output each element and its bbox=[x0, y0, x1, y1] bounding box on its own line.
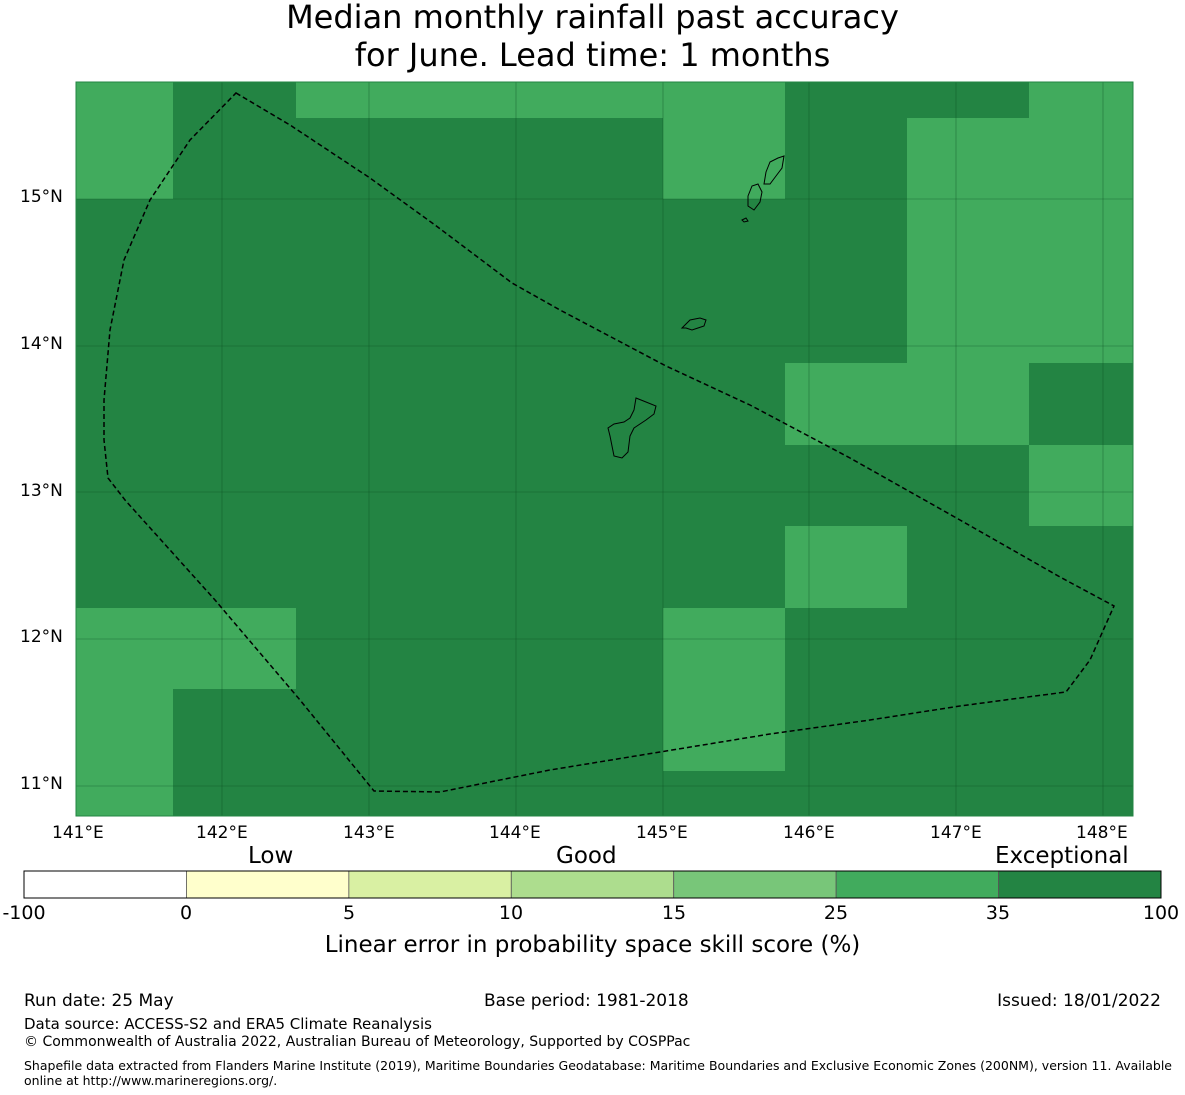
lat-label-11n: 11°N bbox=[20, 774, 63, 794]
shapefile-credit: Shapefile data extracted from Flanders M… bbox=[24, 1058, 1172, 1088]
skill-cell bbox=[296, 82, 663, 118]
island-saipan bbox=[763, 155, 785, 185]
skill-cell bbox=[76, 608, 296, 689]
issued-date: Issued: 18/01/2022 bbox=[997, 991, 1161, 1011]
skill-cell bbox=[1029, 445, 1133, 526]
base-period: Base period: 1981-2018 bbox=[484, 991, 689, 1011]
colorbar-category-good: Good bbox=[556, 843, 617, 869]
copyright: © Commonwealth of Australia 2022, Austra… bbox=[24, 1034, 691, 1050]
skill-cell bbox=[785, 82, 1029, 118]
colorbar-title: Linear error in probability space skill … bbox=[324, 932, 861, 958]
lon-label-142e: 142°E bbox=[196, 823, 248, 843]
island-aguijan bbox=[741, 217, 749, 223]
data-source: Data source: ACCESS-S2 and ERA5 Climate … bbox=[24, 1015, 432, 1033]
skill-cell bbox=[76, 689, 173, 816]
colorbar-swatch bbox=[510, 870, 675, 899]
skill-cell bbox=[785, 526, 907, 608]
colorbar-tick: 15 bbox=[661, 902, 687, 924]
skill-cell bbox=[173, 82, 296, 118]
island-rota bbox=[680, 317, 707, 331]
colorbar bbox=[23, 870, 1162, 899]
colorbar-category-exceptional: Exceptional bbox=[995, 843, 1129, 869]
skill-cell bbox=[663, 608, 785, 771]
colorbar-swatch bbox=[186, 870, 350, 899]
colorbar-swatch bbox=[673, 870, 837, 899]
colorbar-outline bbox=[23, 870, 1162, 899]
lat-label-12n: 12°N bbox=[20, 627, 63, 647]
island-guam bbox=[607, 397, 657, 459]
lon-label-143e: 143°E bbox=[343, 823, 395, 843]
lat-label-15n: 15°N bbox=[20, 187, 63, 207]
skill-cell bbox=[785, 363, 1029, 445]
colorbar-tick: 35 bbox=[985, 902, 1011, 924]
map-frame bbox=[75, 81, 1134, 817]
islands bbox=[607, 155, 785, 459]
graticule bbox=[76, 82, 1133, 816]
lon-label-146e: 146°E bbox=[783, 823, 835, 843]
colorbar-tick: 5 bbox=[342, 902, 356, 924]
lon-label-145e: 145°E bbox=[636, 823, 688, 843]
colorbar-tick: 10 bbox=[498, 902, 524, 924]
colorbar-swatch bbox=[998, 870, 1162, 899]
lon-label-148e: 148°E bbox=[1076, 823, 1128, 843]
skill-cell bbox=[907, 118, 1133, 363]
lon-label-147e: 147°E bbox=[930, 823, 982, 843]
chart-title-line1: Median monthly rainfall past accuracy bbox=[286, 0, 899, 36]
eez-boundary bbox=[103, 92, 1115, 793]
lat-label-14n: 14°N bbox=[20, 334, 63, 354]
colorbar-category-low: Low bbox=[248, 843, 294, 869]
lon-label-141e: 141°E bbox=[52, 823, 104, 843]
colorbar-swatch bbox=[348, 870, 512, 899]
skill-cells bbox=[76, 82, 1133, 816]
colorbar-tick: -100 bbox=[2, 902, 46, 924]
colorbar-tick: 100 bbox=[1142, 902, 1180, 924]
chart-title-line2: for June. Lead time: 1 months bbox=[354, 36, 831, 74]
lat-label-13n: 13°N bbox=[20, 481, 63, 501]
colorbar-swatch bbox=[835, 870, 999, 899]
colorbar-tick: 0 bbox=[179, 902, 193, 924]
lon-label-144e: 144°E bbox=[489, 823, 541, 843]
skill-cell bbox=[663, 82, 785, 199]
island-tinian bbox=[747, 183, 763, 211]
colorbar-swatch bbox=[23, 870, 187, 899]
skill-cell bbox=[76, 82, 173, 199]
skill-cell bbox=[1029, 82, 1133, 118]
colorbar-tick: 25 bbox=[823, 902, 849, 924]
run-date: Run date: 25 May bbox=[24, 991, 174, 1011]
